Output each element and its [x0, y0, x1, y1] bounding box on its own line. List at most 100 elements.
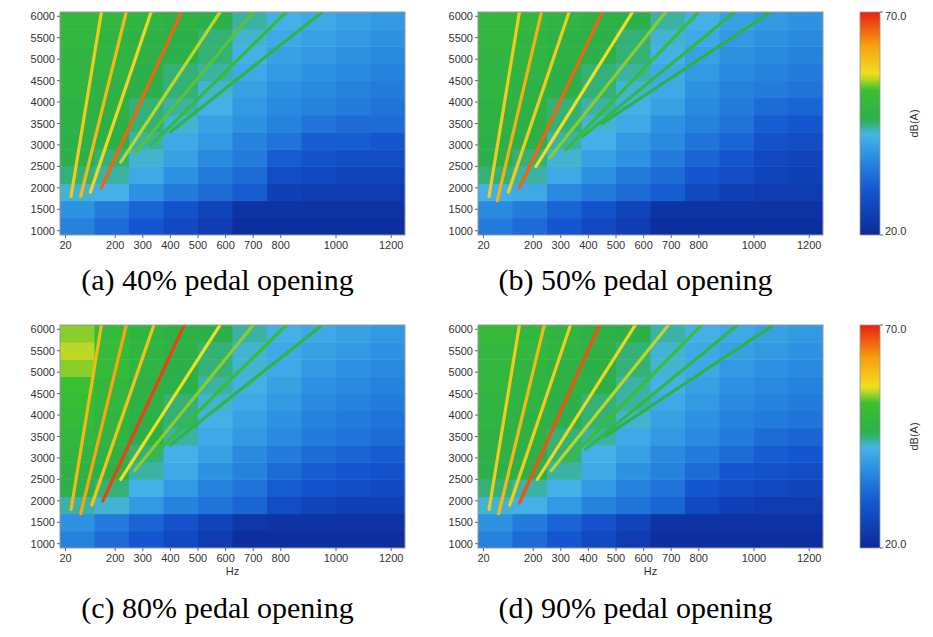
- x-tick-label: 500: [189, 239, 207, 251]
- panel-title: (a) 40% pedal opening: [81, 263, 353, 297]
- y-tick-label: 1500: [449, 516, 473, 528]
- y-tick: [57, 415, 60, 416]
- heat-cell: [233, 149, 268, 167]
- heat-cell: [651, 132, 686, 150]
- y-tick-label: 1000: [449, 225, 473, 237]
- y-tick: [57, 59, 60, 60]
- heat-cell: [478, 411, 513, 429]
- heat-cell: [616, 115, 651, 133]
- heat-cell: [789, 325, 824, 343]
- heat-cell: [789, 29, 824, 47]
- y-tick: [57, 329, 60, 330]
- heat-cell: [336, 218, 371, 235]
- y-tick: [475, 372, 478, 373]
- heat-cell: [267, 497, 302, 515]
- heat-cell: [371, 342, 406, 360]
- y-tick-label: 4000: [31, 409, 55, 421]
- heat-cell: [302, 411, 337, 429]
- heat-cell: [616, 201, 651, 219]
- heat-cell: [336, 325, 371, 343]
- heat-cell: [198, 514, 233, 532]
- y-tick: [475, 329, 478, 330]
- heat-cell: [371, 132, 406, 150]
- heat-cell: [754, 218, 789, 235]
- heat-cell: [267, 149, 302, 167]
- heat-cell: [95, 514, 130, 532]
- plot-frame: [60, 12, 405, 235]
- heat-cell: [754, 81, 789, 99]
- heat-cell: [336, 149, 371, 167]
- heat-cell: [789, 514, 824, 532]
- x-tick-label: 500: [607, 552, 625, 564]
- heat-cell: [371, 497, 406, 515]
- y-tick: [57, 350, 60, 351]
- heat-cell: [754, 342, 789, 360]
- y-tick-label: 5000: [31, 366, 55, 378]
- heat-cell: [233, 411, 268, 429]
- heat-cell: [685, 166, 720, 184]
- x-tick-label: 300: [552, 552, 570, 564]
- y-tick-label: 5500: [449, 345, 473, 357]
- heat-cell: [198, 497, 233, 515]
- heat-cell: [302, 201, 337, 219]
- heat-cell: [129, 514, 164, 532]
- heat-cell: [129, 184, 164, 202]
- x-tick: [533, 235, 534, 238]
- order-ridge: [103, 325, 184, 501]
- x-tick-label: 1200: [797, 239, 821, 251]
- y-tick-label: 4500: [449, 75, 473, 87]
- heat-cell: [754, 479, 789, 497]
- heat-cell: [302, 218, 337, 235]
- x-tick: [616, 548, 617, 551]
- x-tick-label: 800: [272, 552, 290, 564]
- plot-frame: [60, 325, 405, 548]
- heat-cell: [233, 479, 268, 497]
- order-ridge: [121, 12, 220, 162]
- panel: 2020030040050060070080010001200100015002…: [449, 10, 920, 297]
- x-tick: [588, 235, 589, 238]
- heat-cell: [547, 201, 582, 219]
- heat-cell: [302, 132, 337, 150]
- heat-cell: [685, 325, 720, 343]
- y-tick-label: 2500: [449, 160, 473, 172]
- heat-cell: [371, 428, 406, 446]
- heat-cell: [685, 218, 720, 235]
- heat-cell: [478, 514, 513, 532]
- order-ridge: [550, 12, 666, 158]
- heat-cell: [720, 149, 755, 167]
- plot-area: [60, 12, 405, 235]
- heat-cell: [129, 479, 164, 497]
- heat-cell: [198, 531, 233, 548]
- heat-cell: [547, 166, 582, 184]
- order-ridge: [170, 325, 322, 445]
- x-tick-label: 300: [134, 552, 152, 564]
- x-tick-label: 300: [134, 239, 152, 251]
- heat-cell: [478, 531, 513, 548]
- x-tick-label: 700: [662, 239, 680, 251]
- heat-cell: [267, 376, 302, 394]
- heat-cell: [547, 29, 582, 47]
- heat-cell: [60, 411, 95, 429]
- y-tick-label: 6000: [449, 323, 473, 335]
- heat-cell: [789, 12, 824, 30]
- heat-cell: [267, 184, 302, 202]
- x-tick: [391, 548, 392, 551]
- y-tick: [57, 543, 60, 544]
- x-tick: [253, 548, 254, 551]
- order-ridge: [489, 325, 519, 509]
- heat-cell: [616, 46, 651, 64]
- heat-cell: [651, 428, 686, 446]
- heat-cell: [720, 115, 755, 133]
- heat-cell: [789, 411, 824, 429]
- heat-cell: [60, 115, 95, 133]
- heat-cell: [164, 149, 199, 167]
- x-tick: [809, 235, 810, 238]
- heat-cell: [336, 479, 371, 497]
- heat-cell: [789, 149, 824, 167]
- y-tick: [475, 436, 478, 437]
- heat-cell: [371, 98, 406, 116]
- heat-cell: [164, 462, 199, 480]
- y-tick: [475, 144, 478, 145]
- heat-cell: [60, 46, 95, 64]
- x-tick: [115, 235, 116, 238]
